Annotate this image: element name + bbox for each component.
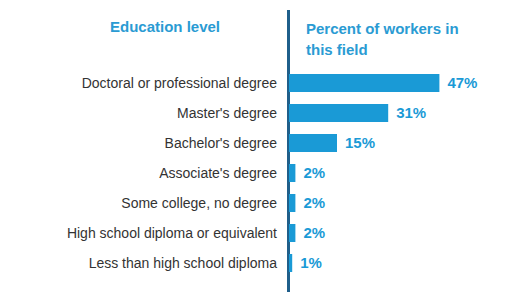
svg-text:15%: 15%: [345, 134, 375, 151]
svg-text:High school diploma or equival: High school diploma or equivalent: [67, 225, 277, 241]
svg-text:2%: 2%: [303, 194, 325, 211]
svg-text:Some college, no degree: Some college, no degree: [121, 195, 277, 211]
svg-text:Bachelor's degree: Bachelor's degree: [165, 135, 278, 151]
html-text:Education level: Education level: [110, 18, 220, 35]
svg-text:2%: 2%: [303, 164, 325, 181]
svg-text:Less than high school diploma: Less than high school diploma: [89, 255, 278, 271]
svg-text:2%: 2%: [303, 224, 325, 241]
svg-text:1%: 1%: [300, 254, 322, 271]
svg-text:Doctoral or professional degre: Doctoral or professional degree: [82, 75, 278, 91]
svg-text:Associate's degree: Associate's degree: [159, 165, 277, 181]
html-text:Percent of workers in this fie: Percent of workers in this field: [306, 20, 459, 58]
svg-text:Master's degree: Master's degree: [177, 105, 277, 121]
svg-text:47%: 47%: [447, 74, 477, 91]
svg-text:31%: 31%: [396, 104, 426, 121]
